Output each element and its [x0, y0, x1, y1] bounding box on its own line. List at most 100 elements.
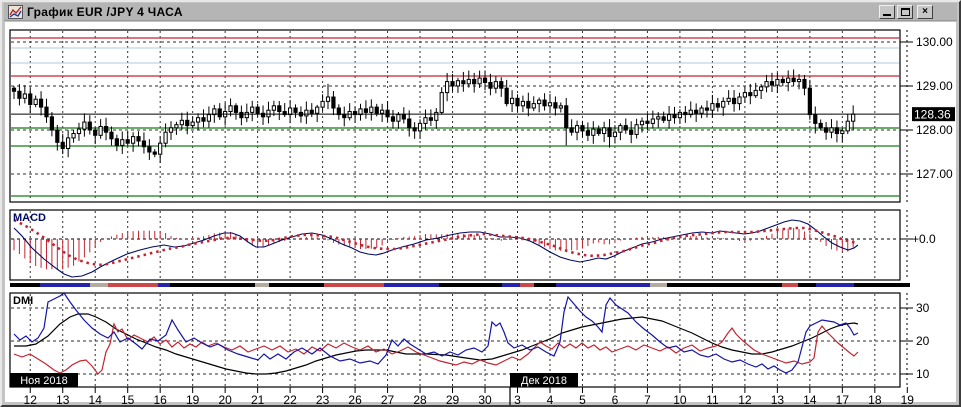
- candle-down: [818, 122, 823, 129]
- macd-panel-frame: [9, 209, 901, 281]
- price-tick-label: 128.00: [916, 123, 953, 137]
- candle-down: [661, 116, 666, 121]
- candle-up: [250, 106, 255, 113]
- dmi-tick-label: 10: [916, 367, 930, 381]
- trend-ribbon-segment: [324, 283, 384, 287]
- x-axis-day-label: 10: [673, 393, 687, 406]
- maximize-icon: [901, 7, 910, 16]
- candle-up: [764, 81, 769, 88]
- candle-down: [482, 77, 488, 83]
- candle-down: [293, 107, 298, 113]
- price-tick-label: 129.00: [916, 79, 953, 93]
- x-axis-day-label: 19: [901, 393, 915, 406]
- candle-up: [721, 100, 726, 108]
- candle-down: [585, 130, 590, 136]
- candle-up: [417, 122, 423, 132]
- candle-up: [315, 106, 320, 114]
- candle-up: [509, 97, 515, 105]
- candle-down: [109, 131, 114, 140]
- candle-down: [38, 98, 44, 108]
- macd-panel-label: MACD: [13, 212, 46, 224]
- trend-ribbon-segment: [520, 283, 534, 287]
- candle-up: [439, 92, 444, 113]
- chart-canvas[interactable]: 130.00 129.00 128.00 127.00 128.36 +0.0 MACD 30…: [5, 22, 960, 406]
- trend-ribbon-segment: [782, 283, 798, 287]
- candle-down: [515, 97, 520, 107]
- candle-up: [369, 106, 374, 113]
- candle-up: [493, 81, 498, 89]
- candle-up: [759, 86, 764, 91]
- minimize-button[interactable]: [879, 4, 895, 19]
- candle-up: [656, 116, 661, 120]
- x-axis-day-label: 22: [283, 393, 297, 406]
- candle-up: [699, 107, 704, 114]
- candle-down: [412, 127, 417, 132]
- candle-down: [44, 106, 49, 118]
- candle-up: [396, 114, 401, 122]
- dmi-tick-label: 30: [916, 301, 930, 315]
- candle-up: [753, 89, 758, 97]
- candle-down: [694, 109, 699, 114]
- candle-up: [423, 117, 428, 124]
- macd-line: [13, 219, 859, 278]
- maximize-button[interactable]: [897, 4, 913, 19]
- candle-up: [158, 142, 163, 155]
- chart-client-area: 130.00 129.00 128.00 127.00 128.36 +0.0 MACD 30…: [5, 22, 956, 405]
- candle-down: [390, 116, 396, 122]
- trend-ribbon-segment: [816, 283, 854, 287]
- candle-down: [564, 105, 569, 129]
- candle-up: [71, 133, 76, 139]
- candle-up: [320, 100, 325, 108]
- trend-ribbon-segment: [255, 283, 269, 287]
- x-axis-day-label: 6: [612, 393, 619, 406]
- candle-up: [829, 127, 834, 133]
- candle-down: [542, 99, 547, 107]
- x-axis-day-label: 23: [316, 393, 330, 406]
- trend-ribbon-segment: [269, 283, 324, 287]
- dmi-plus-di-line: [13, 292, 859, 374]
- candle-up: [537, 99, 542, 105]
- month-label: Дек 2018: [521, 375, 567, 387]
- candle-up: [602, 127, 607, 135]
- candle-down: [526, 100, 531, 109]
- candle-down: [141, 140, 147, 148]
- window-title: График EUR /JPY 4 ЧАСА: [27, 4, 183, 19]
- candle-down: [623, 125, 628, 131]
- candle-down: [152, 151, 157, 155]
- trend-ribbon-segment: [667, 283, 782, 287]
- trend-ribbon-segment: [650, 283, 667, 287]
- candle-up: [288, 107, 293, 116]
- close-button[interactable]: ×: [917, 4, 933, 19]
- trend-ribbon-segment: [10, 283, 40, 287]
- candle-up: [22, 93, 27, 99]
- candle-down: [239, 111, 244, 119]
- candle-down: [49, 116, 54, 131]
- candle-up: [520, 100, 526, 107]
- candle-down: [363, 108, 369, 113]
- candle-up: [574, 125, 580, 133]
- candle-up: [618, 125, 623, 133]
- x-axis-day-label: 4: [547, 393, 554, 406]
- candle-down: [28, 93, 33, 105]
- x-axis-day-label: 13: [771, 393, 785, 406]
- candle-down: [255, 106, 260, 114]
- candle-down: [461, 80, 466, 85]
- x-axis-day-label: 15: [121, 393, 135, 406]
- title-bar[interactable]: График EUR /JPY 4 ЧАСА ×: [4, 3, 957, 21]
- trend-ribbon-segment: [170, 283, 255, 287]
- candle-up: [737, 96, 742, 105]
- price-tick-label: 127.00: [916, 167, 953, 181]
- candle-up: [650, 118, 655, 124]
- x-axis-day-label: 11: [706, 393, 719, 406]
- dmi-panel-label: DMI: [13, 295, 33, 307]
- candle-down: [336, 107, 341, 116]
- x-axis-day-label: 12: [738, 393, 752, 406]
- candle-up: [266, 109, 271, 118]
- trend-ribbon-segment: [40, 283, 90, 287]
- candle-up: [98, 125, 103, 136]
- candle-down: [342, 114, 347, 119]
- candle-down: [277, 105, 282, 113]
- candle-down: [55, 129, 60, 143]
- candle-down: [17, 90, 22, 99]
- x-axis-day-label: 19: [186, 393, 200, 406]
